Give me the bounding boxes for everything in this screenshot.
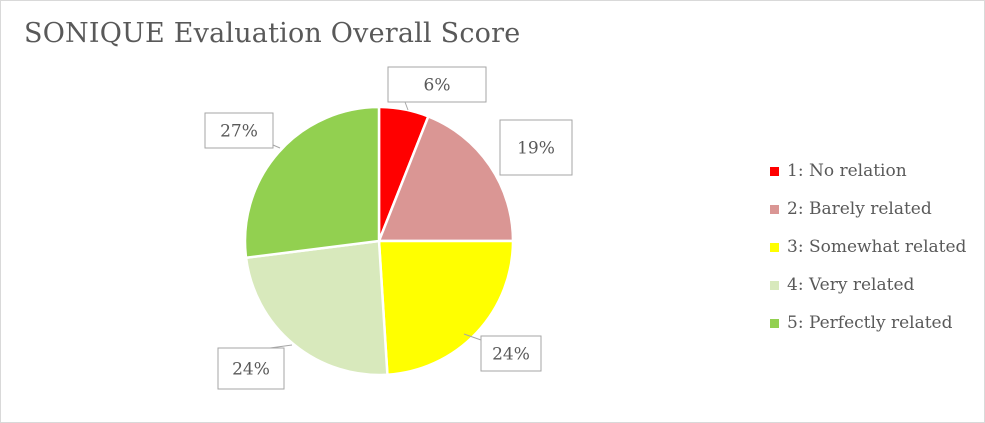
data-label-box (217, 347, 285, 390)
data-label-perfectly-related: 27% (204, 112, 274, 149)
leader-line (463, 333, 482, 341)
legend-item-somewhat-related: 3: Somewhat related (770, 228, 966, 266)
data-labels: 6% 19% 24% 24% 27% (204, 66, 573, 390)
data-label-somewhat-related: 24% (480, 335, 542, 372)
data-label-no-relation: 6% (387, 66, 487, 103)
legend-label: 5: Perfectly related (787, 313, 953, 333)
legend-swatch (770, 318, 779, 328)
legend-label: 3: Somewhat related (787, 237, 967, 257)
leader-line (404, 101, 409, 111)
legend-item-perfectly-related: 5: Perfectly related (770, 304, 966, 342)
legend-item-barely-related: 2: Barely related (770, 190, 966, 228)
data-label-very-related: 24% (217, 347, 285, 390)
chart-title: SONIQUE Evaluation Overall Score (24, 18, 521, 49)
data-label-box (387, 66, 487, 103)
data-label-barely-related: 19% (499, 119, 573, 176)
legend-label: 2: Barely related (787, 199, 932, 219)
leader-line (272, 144, 281, 149)
pie-slices (243, 105, 515, 377)
legend: 1: No relation 2: Barely related 3: Some… (770, 152, 966, 342)
legend-item-no-relation: 1: No relation (770, 152, 966, 190)
legend-swatch (770, 280, 779, 290)
legend-swatch (770, 166, 779, 176)
slice-barely-related (377, 115, 515, 243)
data-label-box (204, 112, 274, 149)
legend-swatch (770, 204, 779, 214)
data-label-box (480, 335, 542, 372)
slice-very-related (244, 239, 389, 377)
slice-somewhat-related (377, 239, 515, 376)
slice-perfectly-related (243, 105, 381, 260)
legend-swatch (770, 242, 779, 252)
data-label-text: 27% (220, 122, 258, 142)
data-label-text: 24% (492, 345, 530, 365)
data-label-box (499, 119, 573, 176)
data-label-text: 24% (232, 360, 270, 380)
legend-label: 4: Very related (787, 275, 915, 295)
data-label-text: 6% (424, 76, 451, 96)
legend-item-very-related: 4: Very related (770, 266, 966, 304)
legend-label: 1: No relation (787, 161, 907, 181)
data-label-text: 19% (517, 139, 555, 159)
